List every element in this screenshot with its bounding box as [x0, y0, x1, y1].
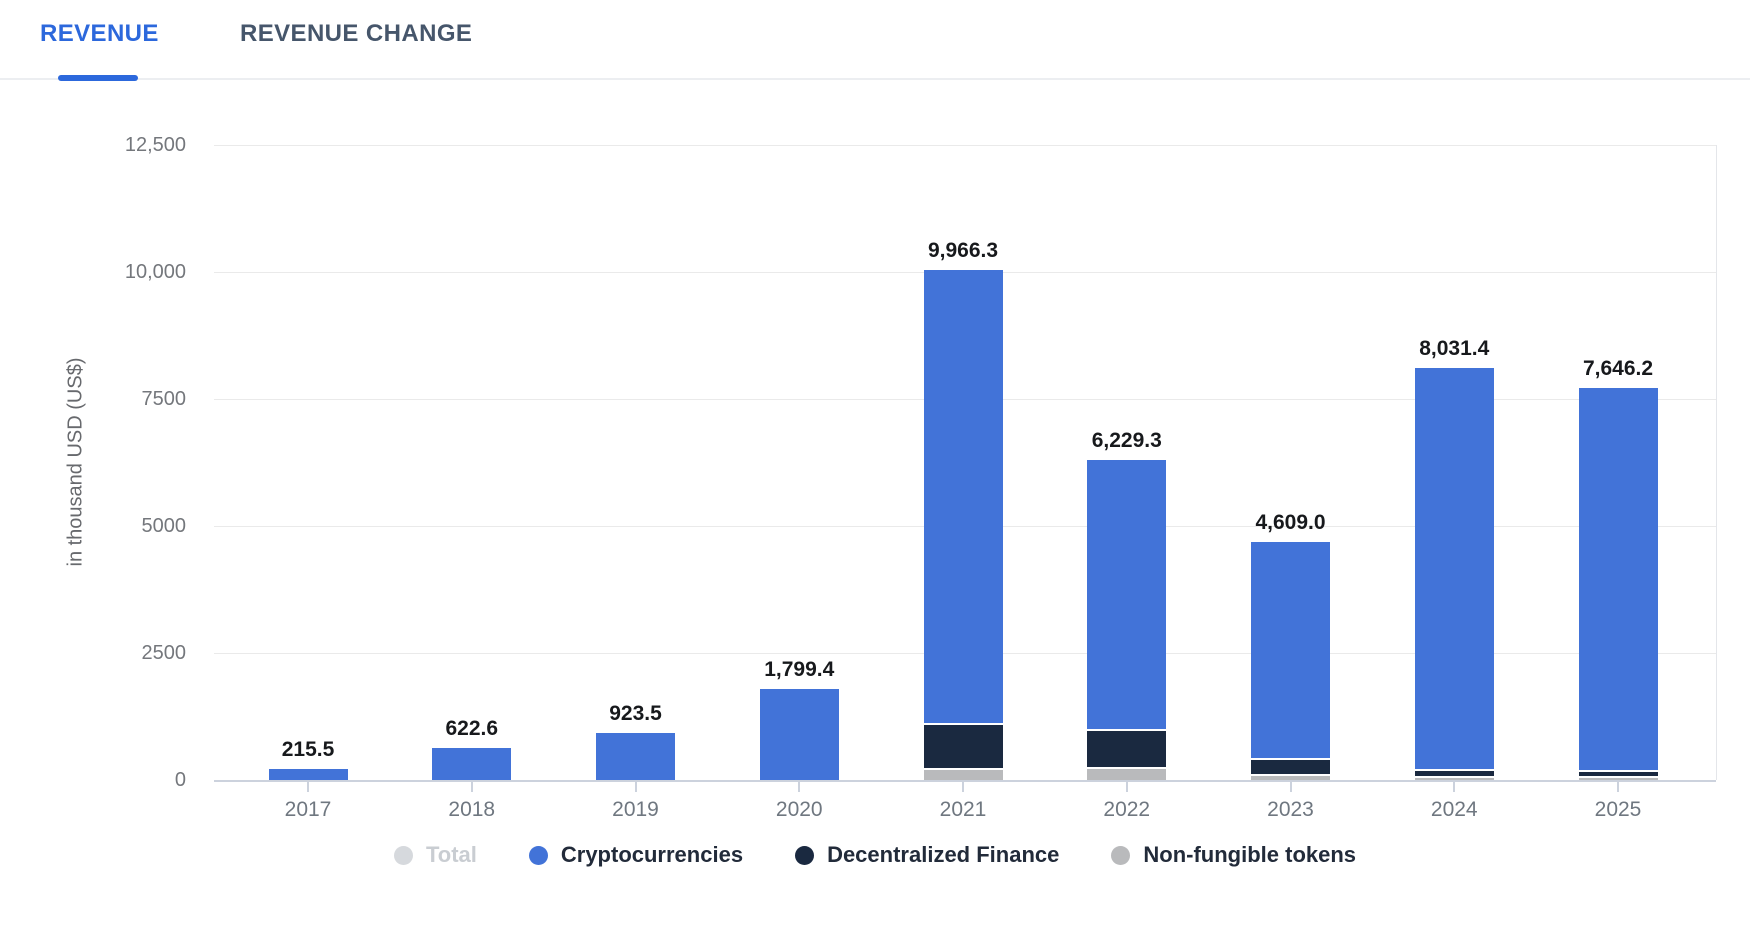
bar-segment-decentralized-finance: [1414, 771, 1494, 776]
legend-label: Decentralized Finance: [827, 842, 1060, 867]
y-axis-tick-label: 10,000: [124, 261, 186, 283]
bar-segment-non-fungible-tokens: [1414, 778, 1494, 780]
legend-item-cryptocurrencies[interactable]: Cryptocurrencies: [528, 842, 744, 868]
bar-segment-cryptocurrencies: [1414, 368, 1494, 769]
x-axis-tick: [307, 780, 309, 792]
x-axis-category-label: 2019: [612, 798, 659, 821]
bar-2021[interactable]: [923, 270, 1003, 780]
bar-2020[interactable]: [759, 689, 839, 780]
legend-label: Cryptocurrencies: [560, 842, 744, 867]
legend-item-total[interactable]: Total: [393, 842, 477, 868]
y-axis-tick-label: 7500: [141, 388, 187, 410]
tab-revenue-change[interactable]: REVENUE CHANGE: [240, 20, 473, 47]
x-axis-category-label: 2018: [448, 798, 496, 821]
legend-dot-icon: [1111, 845, 1131, 865]
bar-segment-cryptocurrencies: [1087, 460, 1167, 729]
bar-value-label: 6,229.3: [1091, 429, 1162, 452]
y-axis-tick-label: 5000: [141, 515, 187, 537]
bar-segment-cryptocurrencies: [1578, 388, 1658, 770]
x-axis-tick: [798, 780, 801, 792]
x-axis-category-label: 2022: [1103, 798, 1151, 821]
bar-segment-cryptocurrencies: [432, 748, 512, 780]
bar-2022[interactable]: [1087, 460, 1167, 780]
bar-segment-non-fungible-tokens: [1087, 769, 1167, 780]
x-axis-tick: [1617, 780, 1619, 792]
bar-2018[interactable]: [432, 748, 512, 780]
x-axis-line: [214, 780, 1716, 782]
x-axis-tick: [1125, 780, 1128, 792]
x-axis-tick: [1453, 780, 1456, 792]
bar-value-label: 215.5: [281, 738, 335, 761]
bar-value-label: 1,799.4: [764, 658, 835, 681]
bar-segment-decentralized-finance: [1251, 760, 1330, 774]
x-axis-tick: [634, 780, 637, 792]
bar-value-label: 622.6: [445, 717, 499, 740]
legend-label: Total: [425, 842, 477, 867]
legend-item-decentralized-finance[interactable]: Decentralized Finance: [795, 842, 1059, 868]
bar-segment-cryptocurrencies: [923, 270, 1003, 723]
bar-segment-cryptocurrencies: [596, 733, 675, 780]
x-axis-category-label: 2023: [1267, 798, 1314, 821]
bar-segment-cryptocurrencies: [1251, 542, 1330, 758]
y-axis-tick-label: 2500: [141, 642, 187, 664]
x-axis-category-label: 2025: [1594, 798, 1642, 821]
bar-segment-non-fungible-tokens: [1251, 776, 1330, 780]
plot-right-border: [1716, 145, 1717, 780]
x-axis-category-label: 2024: [1430, 798, 1478, 821]
tab-revenue[interactable]: REVENUE: [40, 20, 159, 47]
legend-dot-icon: [528, 845, 548, 865]
revenue-chart: in thousand USD (US$) 12,500 10,000 7500 50…: [0, 80, 1750, 936]
bar-value-label: 8,031.4: [1419, 337, 1490, 360]
bar-2023[interactable]: [1251, 542, 1330, 780]
bar-segment-cryptocurrencies: [268, 769, 348, 780]
bar-value-label: 923.5: [609, 702, 662, 725]
x-axis-tick: [470, 780, 473, 792]
bar-segment-cryptocurrencies: [759, 689, 839, 780]
bar-segment-decentralized-finance: [1578, 772, 1658, 776]
bar-2025[interactable]: [1578, 388, 1658, 780]
bar-value-label: 4,609.0: [1255, 511, 1326, 534]
legend-item-non-fungible-tokens[interactable]: Non-fungible tokens: [1111, 842, 1356, 868]
legend-dot-icon: [795, 845, 815, 865]
x-axis-category-label: 2017: [284, 798, 332, 821]
bar-value-label: 9,966.3: [927, 239, 999, 262]
gridline: [214, 145, 1716, 146]
y-axis-tick-label: 0: [174, 769, 186, 791]
bar-2024[interactable]: [1414, 368, 1494, 780]
bar-value-label: 7,646.2: [1582, 357, 1654, 380]
bar-segment-non-fungible-tokens: [1578, 778, 1658, 780]
tabs-bar: REVENUE REVENUE CHANGE: [0, 0, 1750, 81]
chart-legend: Total Cryptocurrencies Decentralized Finan…: [0, 842, 1750, 868]
bar-2019[interactable]: [596, 733, 675, 780]
legend-label: Non-fungible tokens: [1143, 842, 1357, 867]
active-tab-underline: [58, 75, 138, 81]
y-axis-tick-label: 12,500: [124, 134, 186, 156]
x-axis-category-label: 2020: [775, 798, 823, 821]
bar-segment-non-fungible-tokens: [923, 770, 1003, 780]
bar-segment-decentralized-finance: [923, 725, 1003, 768]
bar-2017[interactable]: [268, 769, 348, 780]
x-axis-category-label: 2021: [939, 798, 987, 821]
x-axis-tick: [962, 780, 964, 792]
tabs-divider: [0, 78, 1750, 80]
legend-dot-icon: [393, 845, 413, 865]
x-axis-tick: [1289, 780, 1292, 792]
bar-segment-decentralized-finance: [1087, 731, 1167, 767]
